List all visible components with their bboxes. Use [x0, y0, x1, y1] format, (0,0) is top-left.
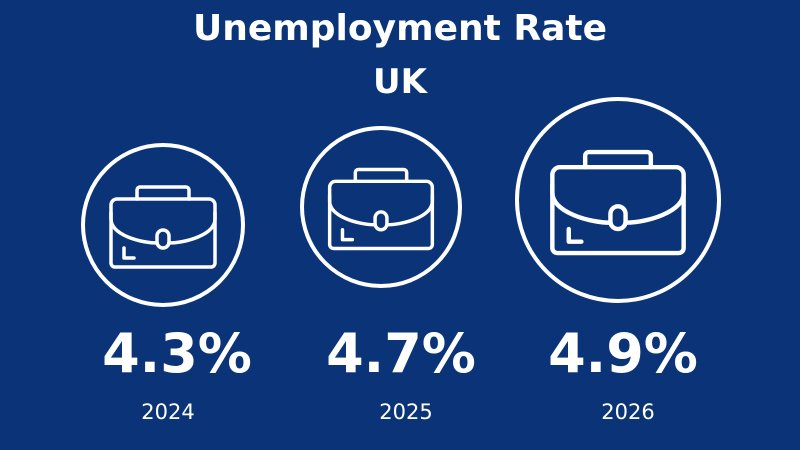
briefcase-icon [300, 126, 462, 288]
circle-frame-2025 [300, 126, 462, 288]
value-label-2025: 4.7% [326, 322, 476, 385]
circle-frame-2026 [515, 97, 721, 303]
briefcase-icon [81, 143, 245, 307]
value-label-2026: 4.9% [548, 322, 698, 385]
year-label-2024: 2024 [141, 400, 195, 424]
chart-subtitle: UK [373, 62, 427, 102]
year-label-2026: 2026 [601, 400, 655, 424]
value-label-2024: 4.3% [102, 322, 252, 385]
circle-frame-2024 [81, 143, 245, 307]
chart-title: Unemployment Rate [192, 8, 608, 49]
briefcase-icon [515, 97, 721, 303]
year-label-2025: 2025 [379, 400, 433, 424]
